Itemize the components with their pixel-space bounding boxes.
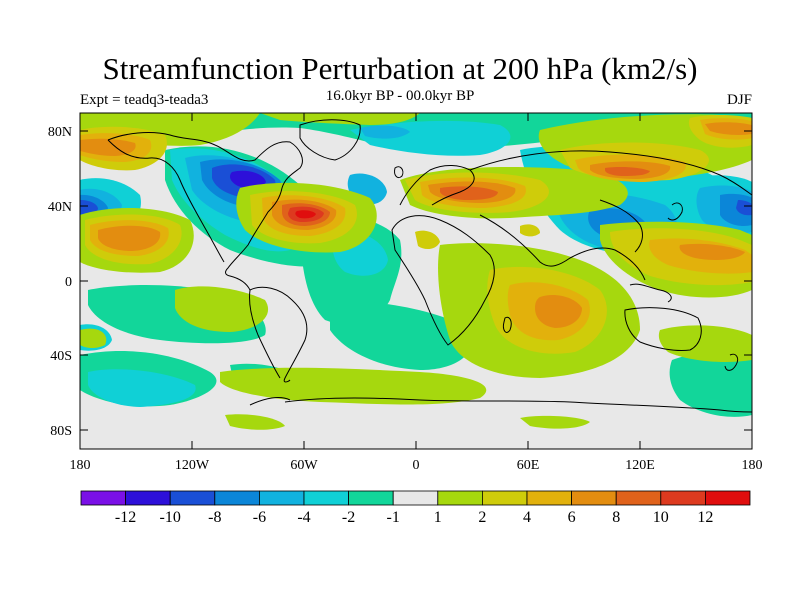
colorbar-swatch xyxy=(660,490,706,506)
lon-label: 180 xyxy=(70,458,91,473)
colorbar-label: 2 xyxy=(478,509,486,526)
field-layer xyxy=(80,113,752,449)
colorbar-swatch xyxy=(571,490,617,506)
colorbar-swatch xyxy=(481,490,528,506)
colorbar-label: 6 xyxy=(568,509,576,526)
colorbar-label: -2 xyxy=(342,509,355,526)
colorbar-label: -10 xyxy=(160,509,181,526)
colorbar-label: -1 xyxy=(387,509,400,526)
lon-label: 60W xyxy=(290,458,318,473)
colorbar-labels: -12 -10 -8 -6 -4 -2 -1 1 2 4 6 8 10 12 xyxy=(115,509,713,526)
colorbar-swatch xyxy=(80,490,126,506)
colorbar-swatch xyxy=(615,490,662,506)
lat-label: 40S xyxy=(50,349,72,364)
lon-label: 120W xyxy=(175,458,210,473)
colorbar-label: -12 xyxy=(115,509,136,526)
lon-label: 60E xyxy=(517,458,540,473)
colorbar-label: 1 xyxy=(434,509,442,526)
colorbar-label: -4 xyxy=(297,509,310,526)
colorbar-swatch xyxy=(348,490,394,506)
axis-ticks xyxy=(79,113,753,449)
colorbar-swatch xyxy=(258,490,305,506)
colorbar-swatch xyxy=(705,490,751,506)
colorbar-label: 8 xyxy=(612,509,620,526)
lat-label: 80N xyxy=(48,125,72,140)
colorbar-label: 12 xyxy=(697,509,713,526)
period-label: 16.0kyr BP - 00.0kyr BP xyxy=(325,88,475,104)
colorbar-label: 4 xyxy=(523,509,531,526)
lat-label: 80S xyxy=(50,424,72,439)
colorbar-swatch xyxy=(169,490,216,506)
colorbar-swatch xyxy=(303,490,349,506)
lat-label: 40N xyxy=(48,200,72,215)
season-label: DJF xyxy=(726,92,752,108)
lon-label: 180 xyxy=(742,458,763,473)
colorbar-swatch xyxy=(526,490,572,506)
colorbar-swatch xyxy=(214,490,260,506)
colorbar xyxy=(80,490,751,506)
colorbar-label: -6 xyxy=(253,509,266,526)
colorbar-swatch xyxy=(125,490,171,506)
lat-label: 0 xyxy=(65,275,72,290)
colorbar-label: 10 xyxy=(653,509,669,526)
experiment-label: Expt = teadq3-teada3 xyxy=(80,92,209,108)
colorbar-swatch xyxy=(437,490,483,506)
coastlines xyxy=(107,119,752,413)
colorbar-label: -8 xyxy=(208,509,221,526)
colorbar-swatch xyxy=(392,490,439,506)
map-title: Streamfunction Perturbation at 200 hPa (… xyxy=(102,51,698,86)
lon-label: 120E xyxy=(625,458,655,473)
lon-label: 0 xyxy=(413,458,420,473)
